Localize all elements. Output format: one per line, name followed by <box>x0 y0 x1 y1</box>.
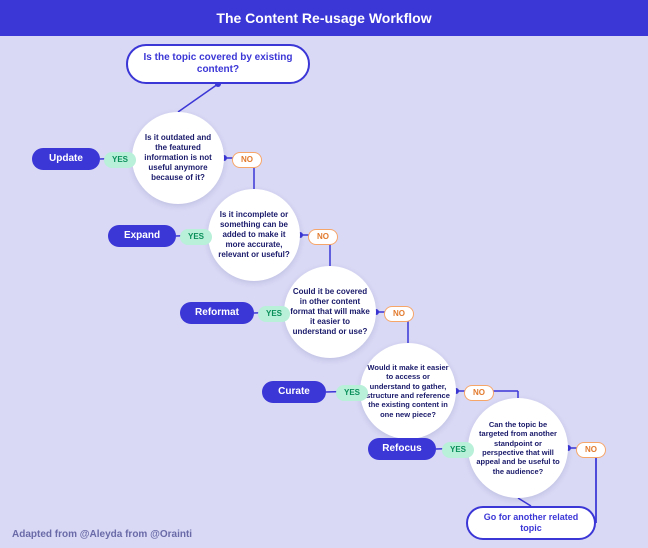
decision-node-d3: Could it be covered in other content for… <box>284 266 376 358</box>
decision-node-d1: Is it outdated and the featured informat… <box>132 112 224 204</box>
yes-pill-y5: YES <box>442 442 474 458</box>
no-pill-n1: NO <box>232 152 262 168</box>
action-node-a5: Refocus <box>368 438 436 460</box>
no-pill-n2: NO <box>308 229 338 245</box>
action-node-a1: Update <box>32 148 100 170</box>
yes-pill-y3: YES <box>258 306 290 322</box>
decision-node-d2: Is it incomplete or something can be add… <box>208 189 300 281</box>
action-node-a3: Reformat <box>180 302 254 324</box>
page-title: The Content Re-usage Workflow <box>216 10 431 26</box>
header-bar: The Content Re-usage Workflow <box>0 0 648 36</box>
action-node-a4: Curate <box>262 381 326 403</box>
terminal-node-end: Go for another related topic <box>466 506 596 540</box>
yes-pill-y2: YES <box>180 229 212 245</box>
terminal-node-start: Is the topic covered by existing content… <box>126 44 310 84</box>
decision-node-d5: Can the topic be targeted from another s… <box>468 398 568 498</box>
no-pill-n4: NO <box>464 385 494 401</box>
no-pill-n3: NO <box>384 306 414 322</box>
credit-text: Adapted from @Aleyda from @Orainti <box>12 529 192 540</box>
action-node-a2: Expand <box>108 225 176 247</box>
yes-pill-y1: YES <box>104 152 136 168</box>
flowchart-canvas: The Content Re-usage Workflow Is the top… <box>0 0 648 548</box>
yes-pill-y4: YES <box>336 385 368 401</box>
decision-node-d4: Would it make it easier to access or und… <box>360 343 456 439</box>
no-pill-n5: NO <box>576 442 606 458</box>
